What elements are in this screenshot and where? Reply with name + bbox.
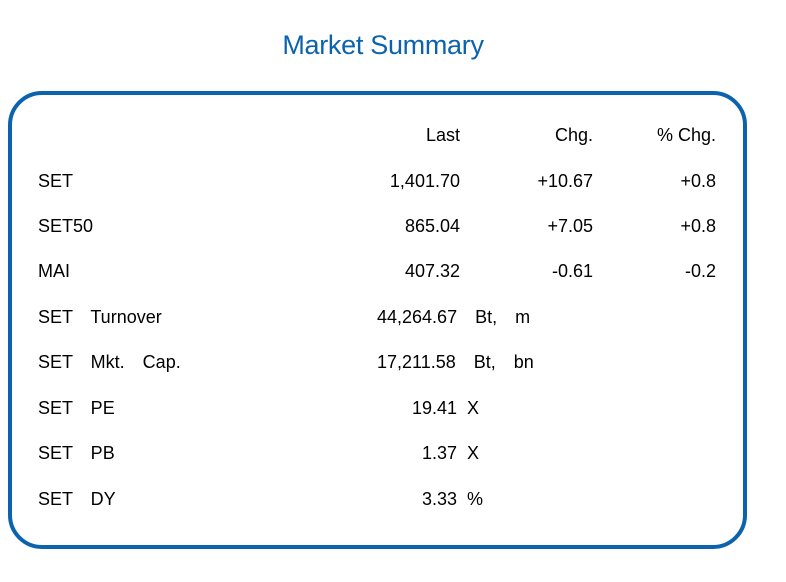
header-last: Last (425, 125, 460, 145)
stat-value-dy: 3.33 % (421, 489, 483, 509)
row-pct-chg-set: +0.8 (680, 171, 716, 191)
stat-label-mkt-cap: SET Mkt. Cap. (38, 352, 181, 372)
row-pct-chg-mai: -0.2 (684, 261, 716, 281)
stat-value-turnover: 44,264.67 Bt, m (377, 307, 531, 327)
stat-label-dy: SET DY (38, 489, 116, 509)
row-last-mai: 407.32 (404, 261, 460, 281)
stat-label-pb: SET PB (38, 443, 115, 463)
stat-value-pb: 1.37 X (421, 443, 479, 463)
row-chg-mai: -0.61 (551, 261, 593, 281)
header-pct-chg: % Chg. (656, 125, 716, 145)
row-chg-set50: +7.05 (547, 216, 593, 236)
row-label-set: SET (38, 171, 74, 191)
row-last-set: 1,401.70 (389, 171, 460, 191)
stat-label-pe: SET PE (38, 398, 115, 418)
stat-label-turnover: SET Turnover (38, 307, 162, 327)
page-title: Market Summary (282, 30, 484, 60)
row-label-set50: SET50 (38, 216, 94, 236)
row-chg-set: +10.67 (537, 171, 593, 191)
header-chg: Chg. (554, 125, 593, 145)
stat-value-pe: 19.41 X (411, 398, 479, 418)
row-pct-chg-set50: +0.8 (680, 216, 716, 236)
stat-value-mkt-cap: 17,211.58 Bt, bn (377, 352, 534, 372)
market-summary-panel (8, 91, 747, 549)
row-last-set50: 865.04 (404, 216, 460, 236)
row-label-mai: MAI (38, 261, 71, 281)
